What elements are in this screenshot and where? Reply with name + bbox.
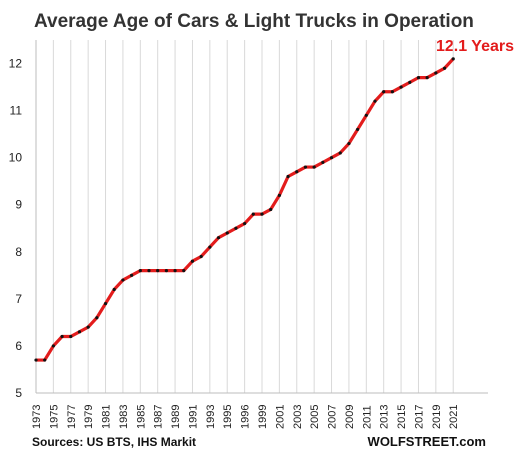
x-tick-label: 1977 [66, 405, 78, 429]
x-tick-label: 1979 [83, 405, 95, 429]
latest-value-annotation: 12.1 Years [436, 38, 514, 55]
y-tick-label: 9 [15, 198, 22, 212]
x-tick-label: 2013 [379, 405, 391, 429]
data-point [51, 344, 55, 348]
data-point [373, 99, 377, 103]
x-tick-label: 1983 [118, 405, 130, 429]
y-tick-label: 5 [15, 386, 22, 400]
data-point [225, 231, 229, 235]
data-point [286, 174, 290, 179]
data-point [303, 165, 308, 169]
data-point [156, 269, 160, 273]
x-tick-label: 1989 [170, 405, 182, 429]
data-point [364, 113, 368, 117]
data-point [216, 236, 221, 240]
data-point [425, 76, 429, 80]
data-point [269, 207, 273, 212]
data-point [408, 80, 412, 84]
data-point [260, 212, 264, 216]
y-tick-label: 7 [15, 292, 22, 306]
y-tick-label: 8 [15, 245, 22, 259]
y-tick-label: 11 [10, 104, 23, 118]
brand-watermark: WOLFSTREET.com [368, 434, 486, 449]
x-tick-label: 2011 [361, 405, 373, 429]
x-axis: 1973 1975 1977 1979 1981 1983 1985 1987 1989 1991… [31, 392, 488, 429]
data-point [442, 66, 447, 70]
data-point [329, 156, 334, 160]
data-point [130, 273, 134, 277]
data-point [208, 245, 212, 249]
y-axis: 5 6 7 8 9 10 11 12 [9, 40, 37, 400]
data-point [69, 334, 73, 339]
x-tick-label: 2007 [327, 405, 339, 429]
data-point [277, 193, 281, 197]
source-note: Sources: US BTS, IHS Markit [32, 435, 196, 449]
data-point [321, 160, 325, 164]
data-point [347, 141, 351, 146]
data-point [382, 90, 386, 94]
data-point [451, 57, 455, 61]
y-tick-label: 12 [9, 57, 23, 71]
data-point [112, 287, 116, 292]
data-point [399, 85, 403, 89]
x-tick-label: 1995 [222, 405, 234, 429]
data-point [190, 259, 195, 263]
data-point [338, 151, 342, 155]
vertical-gridlines [35, 40, 454, 393]
x-tick-label: 1991 [187, 405, 199, 429]
data-point [77, 330, 82, 334]
data-point [234, 226, 238, 230]
data-point [164, 269, 168, 273]
x-tick-label: 2003 [292, 405, 304, 429]
y-tick-label: 6 [15, 339, 22, 353]
x-tick-label: 1999 [257, 405, 269, 429]
x-tick-label: 2021 [448, 405, 460, 429]
data-point [121, 278, 125, 282]
x-tick-label: 2019 [431, 405, 443, 429]
data-point [199, 254, 203, 259]
data-point [251, 212, 255, 216]
data-point [34, 358, 38, 362]
data-point [182, 269, 186, 273]
y-tick-label: 10 [9, 151, 23, 165]
data-point [390, 90, 394, 94]
data-point [434, 71, 438, 75]
x-tick-label: 1993 [205, 405, 217, 429]
x-tick-label: 2017 [413, 405, 425, 429]
data-point [95, 316, 99, 320]
data-point [295, 170, 299, 174]
x-tick-label: 2009 [344, 405, 356, 429]
data-point [86, 325, 90, 329]
x-tick-label: 1981 [101, 405, 113, 429]
data-point [138, 269, 142, 273]
data-point [312, 165, 316, 169]
data-point [173, 269, 177, 273]
data-point [43, 358, 47, 362]
x-tick-label: 2015 [396, 405, 408, 429]
series-average-age [34, 57, 455, 362]
chart-title: Average Age of Cars & Light Trucks in Op… [34, 11, 474, 32]
data-point [147, 269, 151, 273]
x-tick-label: 1987 [153, 405, 165, 429]
data-point [356, 127, 360, 132]
data-point [60, 334, 64, 339]
data-point [416, 76, 421, 80]
data-point [243, 221, 247, 226]
x-tick-label: 2001 [274, 405, 286, 429]
data-point [103, 301, 108, 306]
x-tick-label: 1996 [240, 405, 252, 429]
x-tick-label: 1973 [31, 405, 43, 429]
x-tick-label: 2005 [309, 405, 321, 429]
x-tick-label: 1975 [48, 405, 60, 429]
x-tick-label: 1985 [135, 405, 147, 429]
